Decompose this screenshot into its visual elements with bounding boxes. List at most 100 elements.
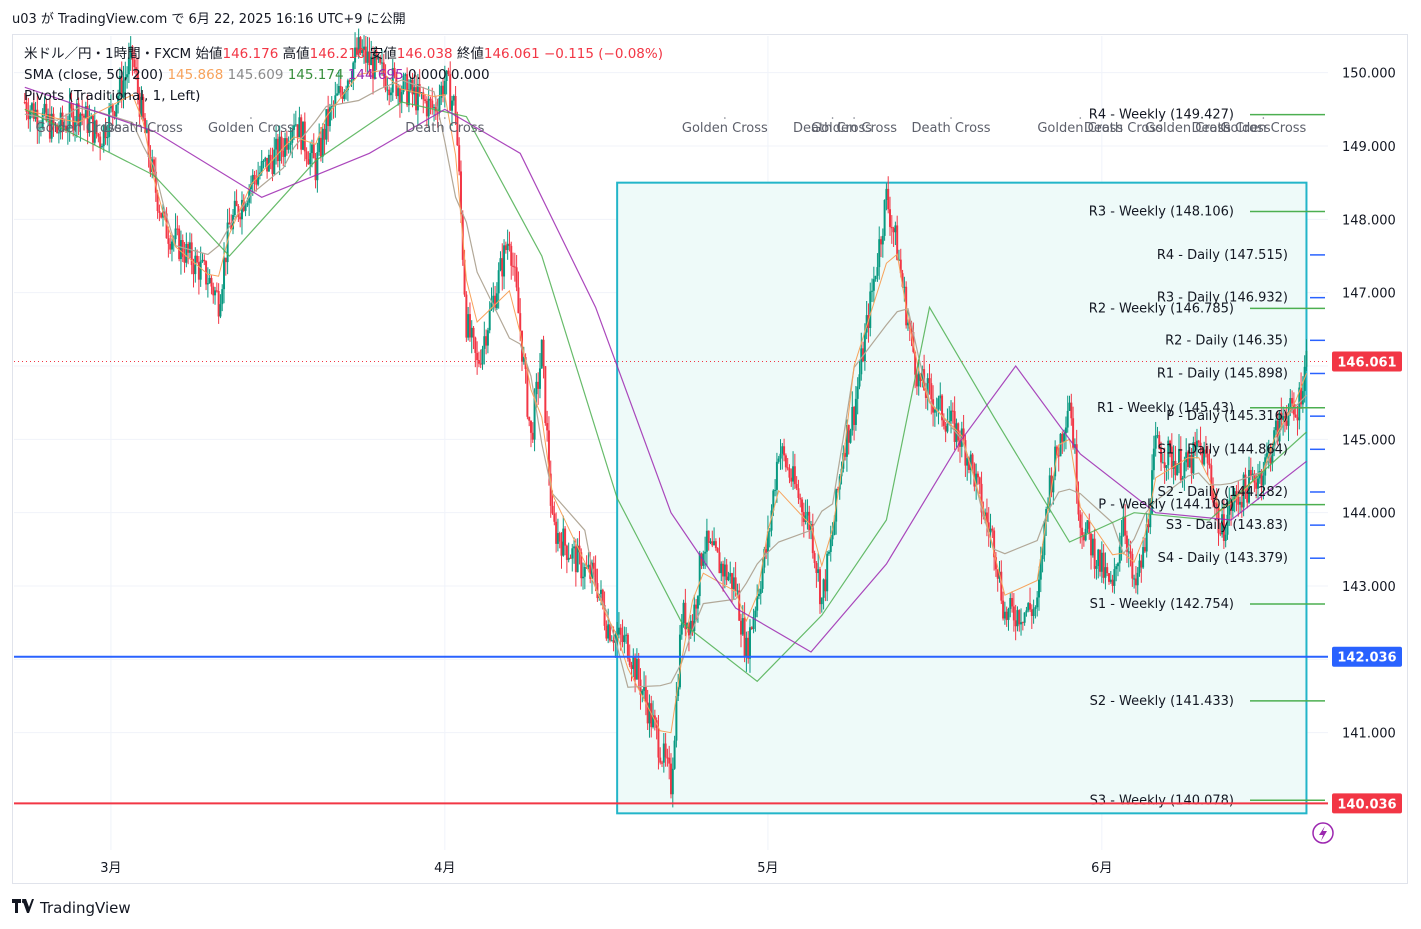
y-tick-label: 150.000 (1342, 67, 1396, 82)
candle-body (847, 424, 850, 443)
cross-label: Golden Cross (811, 121, 897, 136)
candle-body (1160, 448, 1163, 463)
candle-body (1120, 535, 1123, 547)
candle-body (117, 95, 120, 105)
candle-body (1255, 482, 1258, 489)
candle-body (386, 89, 389, 91)
candle-body (971, 454, 974, 464)
candle-body (368, 51, 371, 66)
candle-body (1030, 609, 1033, 617)
pivot-label: S2 - Weekly (141.433) (1090, 694, 1234, 709)
candle-body (1036, 597, 1039, 608)
legend-symbol[interactable]: 米ドル／円・1時間・FXCM (24, 46, 192, 62)
candle-body (1251, 473, 1254, 476)
candle-body (337, 85, 340, 94)
candle-body (747, 637, 750, 659)
candle-body (664, 743, 667, 758)
candle-body (1057, 455, 1060, 457)
candle-body (497, 270, 500, 294)
legend-high-label: 高値 (282, 46, 310, 62)
candle-body (176, 228, 179, 230)
candle-body (677, 687, 680, 697)
candle-body (481, 348, 484, 365)
candle-body (892, 228, 895, 233)
candle-body (836, 489, 839, 491)
candle-body (219, 304, 222, 317)
candle-body (634, 656, 637, 680)
footer-brand[interactable]: TradingView (12, 898, 131, 917)
candle-body (1061, 433, 1064, 442)
cross-label: Death Cross (1084, 121, 1163, 136)
candle-body (880, 239, 883, 245)
candle-body (1274, 420, 1277, 431)
horizontal-lines: 142.036 140.036 (14, 646, 1402, 814)
candle-body (869, 291, 872, 328)
candle-body (418, 84, 421, 94)
candle-body (389, 92, 392, 96)
candle-body (325, 109, 328, 140)
legend-sma-row[interactable]: SMA (close, 50, 200) 145.868 145.609 145… (24, 65, 663, 86)
lightning-icon[interactable] (1312, 822, 1334, 844)
sma-line-short-slow (24, 79, 1307, 688)
candle-body (993, 530, 996, 558)
candle-body (75, 103, 78, 123)
candle-body (1215, 503, 1218, 508)
candle-body (1246, 488, 1249, 503)
cross-label: Death Cross (911, 121, 990, 136)
candle-body (425, 100, 428, 117)
tv-logo-icon (12, 898, 34, 917)
cross-marker (77, 117, 80, 119)
candle-body (127, 57, 130, 75)
candle-body (885, 188, 888, 200)
candle-body (1068, 402, 1071, 411)
candle-body (774, 489, 777, 491)
candle-body (605, 625, 608, 639)
candle-body (722, 563, 725, 577)
candle-body (249, 183, 252, 190)
candle-body (813, 553, 816, 564)
candle-body (1188, 455, 1191, 468)
candle-body (675, 696, 678, 741)
y-tick-label: 148.000 (1342, 213, 1396, 228)
candle-body (307, 159, 310, 165)
chart-legend: 米ドル／円・1時間・FXCM 始値146.176 高値146.210 安値146… (24, 44, 663, 107)
legend-sma-value-3: 145.174 (287, 67, 344, 83)
candle-body (354, 47, 357, 63)
legend-open-label: 始値 (195, 46, 223, 62)
candle-body (145, 128, 148, 133)
candle-body (1077, 493, 1080, 515)
legend-pivots-row[interactable]: Pivots (Traditional, 1, Left) (24, 86, 663, 107)
candle-body (538, 368, 541, 389)
price-level-tag (1332, 646, 1402, 667)
candle-body (318, 137, 321, 153)
candle-body (822, 579, 825, 598)
candle-body (793, 466, 796, 485)
candle-body (1300, 387, 1303, 405)
cross-marker (1262, 117, 1265, 119)
candle-body (1237, 496, 1240, 505)
candle-body (1108, 573, 1110, 582)
candle-body (806, 511, 809, 516)
candle-body (686, 622, 689, 630)
range-rectangle (616, 181, 1308, 815)
candle-body (644, 686, 647, 703)
candle-body (921, 369, 924, 381)
legend-sma-value-2: 145.609 (227, 67, 284, 83)
candle-body (621, 634, 624, 643)
legend-sma-value-6: 0.000 (450, 67, 490, 83)
candle-body (438, 97, 441, 113)
candle-body (962, 428, 965, 441)
candle-body (933, 409, 936, 413)
candle-body (294, 124, 297, 126)
candle-body (994, 557, 997, 570)
candle-body (32, 103, 35, 119)
candle-body (671, 768, 674, 795)
candle-body (79, 113, 82, 126)
pivot-label: S1 - Daily (144.864) (1158, 442, 1288, 457)
candle-body (29, 109, 32, 120)
candle-body (890, 226, 893, 229)
candle-body (305, 151, 308, 160)
candle-body (740, 620, 743, 635)
candle-body (648, 703, 651, 724)
